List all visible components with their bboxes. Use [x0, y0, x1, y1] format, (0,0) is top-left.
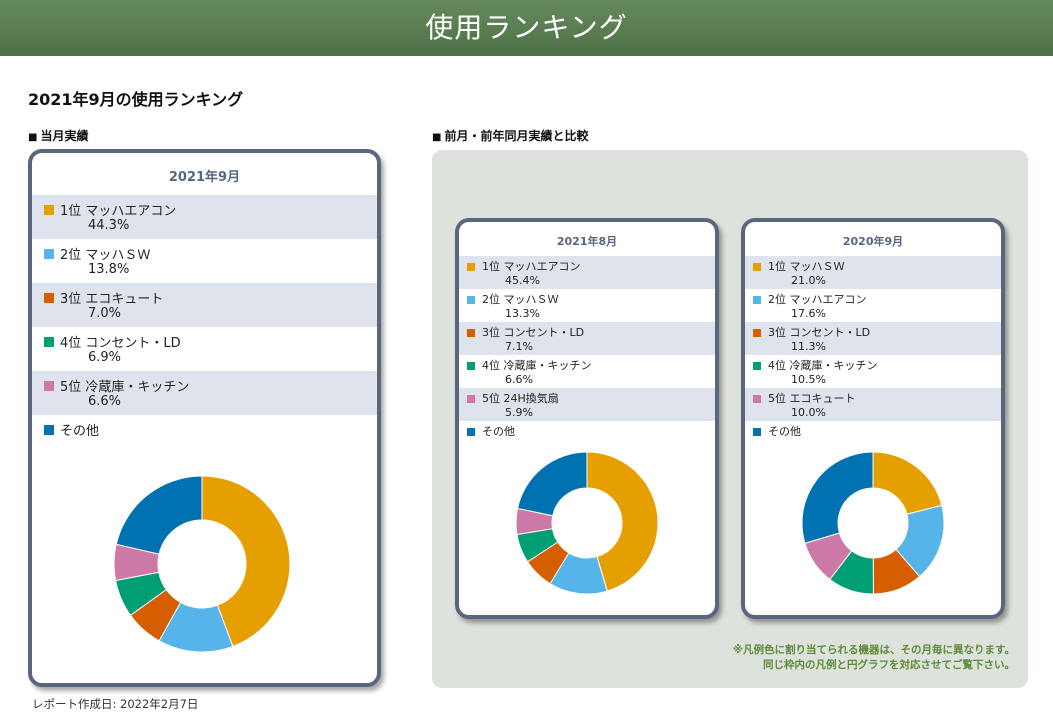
legend-swatch: [753, 263, 761, 271]
legend-item: その他: [745, 421, 1001, 454]
donut-slice: [516, 452, 588, 517]
legend-item: 3位 コンセント・LD 7.1%: [459, 322, 715, 355]
legend-swatch: [467, 428, 475, 436]
legend-swatch: [44, 337, 54, 347]
donut-slice: [872, 452, 943, 515]
card-title: 2021年9月: [168, 170, 241, 185]
legend-swatch: [753, 329, 761, 337]
legend-item: 2位 マッハＳＷ 13.3%: [459, 289, 715, 322]
donut-chart-current: [114, 476, 290, 652]
page-header: 使用ランキング: [0, 0, 1053, 56]
legend-swatch: [753, 428, 761, 436]
donut-chart-prev-year: [802, 452, 944, 594]
legend-swatch: [467, 329, 475, 337]
section-label-current: ■ 当月実績: [28, 129, 89, 143]
legend-item: 1位 マッハエアコン 45.4%: [459, 256, 715, 289]
legend: 1位 マッハエアコン 45.4% 2位 マッハＳＷ 13.3% 3位 コンセント・L…: [459, 256, 715, 454]
legend-swatch: [44, 381, 54, 391]
prev-month-card: 2021年8月 1位 マッハエアコン 45.4% 2位 マッハＳＷ 13.3% 3位…: [455, 218, 719, 619]
legend-item: 1位 マッハエアコン 44.3%: [32, 195, 377, 239]
card-title: 2021年8月: [556, 235, 618, 248]
report-date: レポート作成日: 2022年2月7日: [32, 697, 199, 711]
legend-swatch: [467, 395, 475, 403]
donut-slice: [201, 476, 290, 648]
donut-slice: [802, 452, 874, 544]
legend-item: 1位 マッハＳＷ 21.0%: [745, 256, 1001, 289]
legend-swatch: [467, 296, 475, 304]
legend-item: 4位 冷蔵庫・キッチン 10.5%: [745, 355, 1001, 388]
page-title: 2021年9月の使用ランキング: [28, 90, 244, 109]
legend-item: その他: [459, 421, 715, 454]
legend-swatch: [44, 425, 54, 435]
legend-item: 4位 冷蔵庫・キッチン 6.6%: [459, 355, 715, 388]
donut-slice: [586, 452, 658, 592]
legend-item: 2位 マッハエアコン 17.6%: [745, 289, 1001, 322]
legend-swatch: [467, 362, 475, 370]
legend: 1位 マッハＳＷ 21.0% 2位 マッハエアコン 17.6% 3位 コンセント・L…: [745, 256, 1001, 454]
card-title: 2020年9月: [842, 235, 904, 248]
legend-swatch: [753, 362, 761, 370]
legend-swatch: [753, 296, 761, 304]
prev-year-card: 2020年9月 1位 マッハＳＷ 21.0% 2位 マッハエアコン 17.6% 3位…: [741, 218, 1005, 619]
legend-swatch: [467, 263, 475, 271]
color-note: ※凡例色に割り当てられる機器は、その月毎に異なります。 同じ枠内の凡例と円グラフ…: [732, 644, 1015, 671]
legend-item: 4位 コンセント・LD 6.9%: [32, 327, 377, 371]
donut-chart-prev-month: [516, 452, 658, 594]
legend-item: 2位 マッハＳＷ 13.8%: [32, 239, 377, 283]
current-month-card: 2021年9月 1位 マッハエアコン 44.3% 2位 マッハＳＷ 13.8% 3位…: [28, 149, 381, 687]
legend-item: 5位 24H換気扇 5.9%: [459, 388, 715, 421]
legend-item: 3位 エコキュート 7.0%: [32, 283, 377, 327]
legend-item: 3位 コンセント・LD 11.3%: [745, 322, 1001, 355]
legend-item: 5位 冷蔵庫・キッチン 6.6%: [32, 371, 377, 415]
donut-slice: [115, 476, 203, 555]
legend-swatch: [753, 395, 761, 403]
legend-swatch: [44, 249, 54, 259]
legend: 1位 マッハエアコン 44.3% 2位 マッハＳＷ 13.8% 3位 エコキュート 7…: [32, 195, 377, 459]
legend-item: 5位 エコキュート 10.0%: [745, 388, 1001, 421]
legend-swatch: [44, 293, 54, 303]
legend-swatch: [44, 205, 54, 215]
legend-item: その他: [32, 415, 377, 459]
section-label-compare: ■ 前月・前年同月実績と比較: [432, 129, 589, 143]
